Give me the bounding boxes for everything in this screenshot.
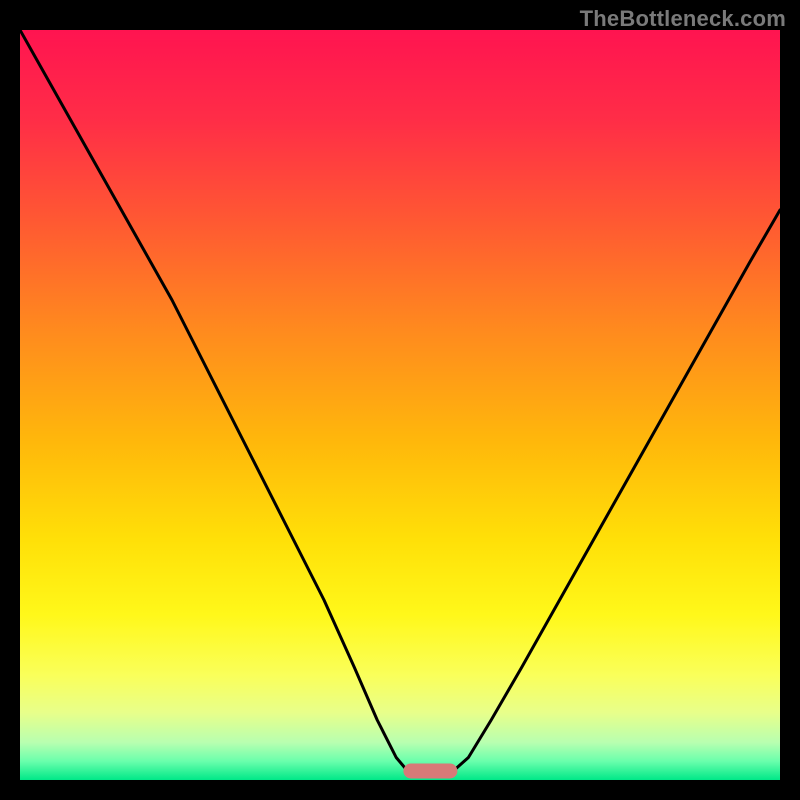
watermark-text: TheBottleneck.com (580, 6, 786, 32)
curve-right-branch (453, 210, 780, 771)
chart-frame: TheBottleneck.com (0, 0, 800, 800)
curve-left-branch (20, 30, 408, 771)
optimum-marker (404, 764, 457, 779)
plot-area (20, 30, 780, 780)
bottleneck-curve (20, 30, 780, 780)
